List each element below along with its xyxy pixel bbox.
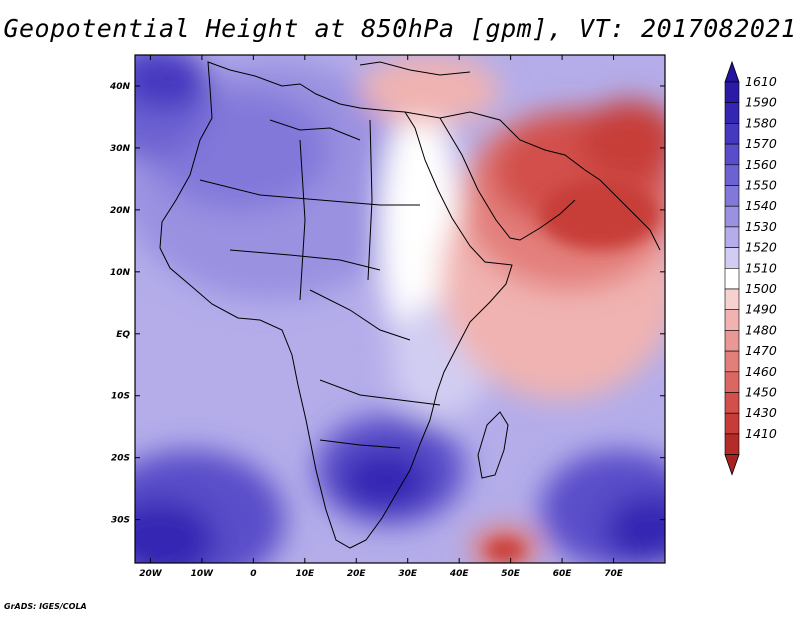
- colorbar-label: 1430: [745, 405, 777, 420]
- lat-tick-label: 30N: [110, 144, 131, 154]
- colorbar-bottom-arrow: [724, 454, 740, 476]
- colorbar-swatch: [724, 392, 740, 414]
- colorbar-swatch: [724, 102, 740, 124]
- lat-tick-label: 20S: [111, 454, 130, 464]
- grads-credit: GrADS: IGES/COLA: [4, 602, 87, 611]
- colorbar-label: 1410: [745, 426, 777, 441]
- colorbar-swatch: [724, 288, 740, 311]
- colorbar-swatch: [724, 371, 740, 393]
- colorbar-swatch: [724, 123, 740, 145]
- lat-tick-label: 40N: [109, 82, 131, 92]
- lon-tick-label: 60E: [553, 569, 573, 579]
- colorbar-label: 1470: [745, 343, 777, 358]
- lon-tick-label: 20W: [139, 569, 163, 579]
- map-title: Geopotential Height at 850hPa [gpm], VT:…: [3, 14, 797, 43]
- lon-tick-label: 10W: [191, 569, 215, 579]
- lon-tick-label: 20E: [347, 569, 367, 579]
- colorbar-label: 1580: [745, 115, 777, 130]
- colorbar-label: 1510: [745, 260, 777, 275]
- colorbar-label: 1460: [745, 364, 777, 379]
- lat-tick-label: 10S: [111, 392, 130, 402]
- colorbar-label: 1610: [745, 74, 777, 89]
- colorbar-swatch: [724, 433, 740, 455]
- height-field: [135, 55, 665, 563]
- lat-tick-label: 20N: [110, 206, 131, 216]
- lon-axis: 20W 10W 0 10E 20E 30E 40E 50E 60E 70E: [139, 55, 624, 579]
- colorbar-label: 1540: [745, 198, 777, 213]
- colorbar-label: 1530: [745, 219, 777, 234]
- colorbar-swatch: [724, 330, 740, 352]
- colorbar-label: 1560: [745, 157, 777, 172]
- lat-axis: 40N 30N 20N 10N EQ 10S 20S 30S: [109, 82, 665, 526]
- lat-tick-label: 10N: [110, 268, 131, 278]
- colorbar-swatch: [724, 267, 740, 290]
- colorbar-top-arrow: [724, 60, 740, 83]
- colorbar-label: 1520: [745, 240, 777, 255]
- colorbar-label: 1490: [745, 302, 777, 317]
- colorbar-swatch: [724, 226, 740, 248]
- colorbar-swatch: [724, 309, 740, 331]
- plot-frame: [134, 54, 666, 564]
- lon-tick-label: 70E: [604, 569, 624, 579]
- lat-tick-label: 30S: [111, 516, 130, 526]
- colorbar-label: 1550: [745, 178, 777, 193]
- colorbar-label: 1590: [745, 95, 777, 110]
- lon-tick-label: 0: [250, 569, 256, 579]
- colorbar-swatch: [724, 205, 740, 228]
- colorbar-swatch: [724, 247, 740, 269]
- colorbar-swatch: [724, 350, 740, 373]
- colorbar-swatch: [724, 185, 740, 207]
- lon-tick-label: 10E: [295, 569, 315, 579]
- lon-tick-label: 50E: [501, 569, 521, 579]
- colorbar-swatch: [724, 164, 740, 186]
- colorbar-swatch: [724, 143, 740, 166]
- colorbar: 1610 1590 1580 1570 1560 1550 1540 1530 1520 1510…: [724, 60, 777, 476]
- colorbar-swatch: [724, 412, 740, 435]
- colorbar-label: 1500: [745, 281, 777, 296]
- colorbar-label: 1480: [745, 322, 777, 337]
- colorbar-swatch: [724, 81, 740, 104]
- colorbar-label: 1570: [745, 136, 777, 151]
- lon-tick-label: 40E: [449, 569, 470, 579]
- coastlines: [159, 61, 661, 549]
- lat-tick-label: EQ: [116, 330, 130, 340]
- colorbar-label: 1450: [745, 385, 777, 400]
- lon-tick-label: 30E: [398, 569, 418, 579]
